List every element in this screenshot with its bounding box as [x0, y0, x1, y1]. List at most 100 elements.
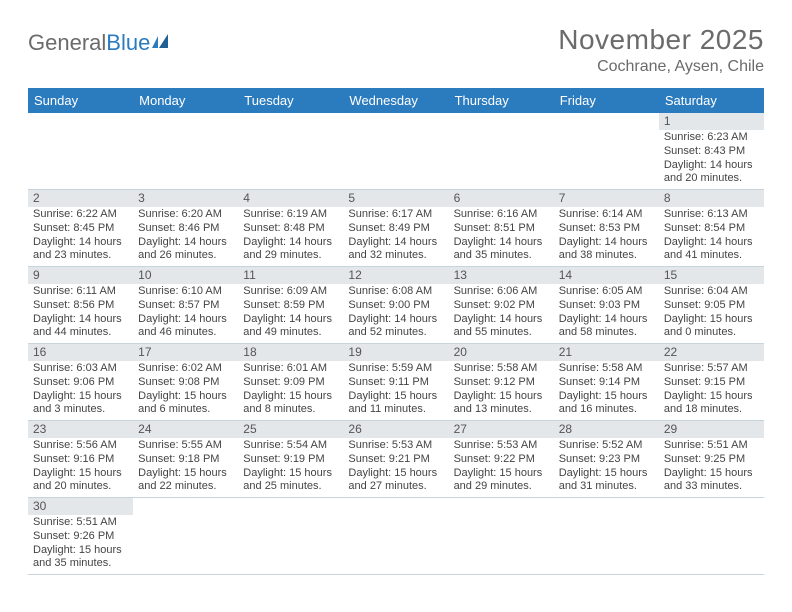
detail-line: Sunrise: 6:01 AM: [243, 362, 338, 376]
detail-line: Sunrise: 6:13 AM: [664, 208, 759, 222]
col-tue: Tuesday: [238, 88, 343, 113]
day-details: Sunrise: 5:51 AMSunset: 9:25 PMDaylight:…: [659, 438, 764, 497]
detail-line: Sunset: 9:05 PM: [664, 299, 759, 313]
day-details: Sunrise: 6:09 AMSunset: 8:59 PMDaylight:…: [238, 284, 343, 343]
col-mon: Monday: [133, 88, 238, 113]
title-block: November 2025 Cochrane, Aysen, Chile: [558, 24, 764, 76]
detail-line: Daylight: 14 hours: [33, 236, 128, 250]
detail-line: Sunrise: 5:57 AM: [664, 362, 759, 376]
day-number: 25: [238, 421, 343, 438]
detail-line: Sunrise: 5:59 AM: [348, 362, 443, 376]
day-number: 17: [133, 344, 238, 361]
detail-line: and 18 minutes.: [664, 403, 759, 417]
day-details: Sunrise: 5:51 AMSunset: 9:26 PMDaylight:…: [28, 515, 133, 574]
detail-line: Sunrise: 6:11 AM: [33, 285, 128, 299]
detail-line: Sunrise: 5:51 AM: [33, 516, 128, 530]
detail-line: and 55 minutes.: [454, 326, 549, 340]
day-details: Sunrise: 6:03 AMSunset: 9:06 PMDaylight:…: [28, 361, 133, 420]
detail-line: Sunset: 9:06 PM: [33, 376, 128, 390]
detail-line: Sunset: 9:23 PM: [559, 453, 654, 467]
detail-line: and 20 minutes.: [664, 172, 759, 186]
week-row: 1Sunrise: 6:23 AMSunset: 8:43 PMDaylight…: [28, 113, 764, 190]
detail-line: and 31 minutes.: [559, 480, 654, 494]
day-cell: [133, 498, 238, 575]
day-cell: [659, 498, 764, 575]
detail-line: Sunset: 9:25 PM: [664, 453, 759, 467]
day-cell: 1Sunrise: 6:23 AMSunset: 8:43 PMDaylight…: [659, 113, 764, 190]
day-cell: [343, 113, 448, 190]
day-cell: 11Sunrise: 6:09 AMSunset: 8:59 PMDayligh…: [238, 267, 343, 344]
day-details: Sunrise: 5:58 AMSunset: 9:14 PMDaylight:…: [554, 361, 659, 420]
detail-line: Daylight: 14 hours: [348, 313, 443, 327]
detail-line: Sunset: 9:08 PM: [138, 376, 233, 390]
detail-line: Sunrise: 5:53 AM: [348, 439, 443, 453]
day-cell: 19Sunrise: 5:59 AMSunset: 9:11 PMDayligh…: [343, 344, 448, 421]
detail-line: Sunset: 8:48 PM: [243, 222, 338, 236]
week-row: 30Sunrise: 5:51 AMSunset: 9:26 PMDayligh…: [28, 498, 764, 575]
day-cell: 8Sunrise: 6:13 AMSunset: 8:54 PMDaylight…: [659, 190, 764, 267]
detail-line: Daylight: 14 hours: [138, 236, 233, 250]
detail-line: Daylight: 14 hours: [348, 236, 443, 250]
detail-line: and 0 minutes.: [664, 326, 759, 340]
logo-text-2: Blue: [106, 30, 150, 56]
detail-line: Sunrise: 6:22 AM: [33, 208, 128, 222]
detail-line: and 11 minutes.: [348, 403, 443, 417]
day-details: Sunrise: 6:16 AMSunset: 8:51 PMDaylight:…: [449, 207, 554, 266]
detail-line: Sunset: 9:00 PM: [348, 299, 443, 313]
day-number: 22: [659, 344, 764, 361]
day-details: Sunrise: 5:54 AMSunset: 9:19 PMDaylight:…: [238, 438, 343, 497]
detail-line: and 16 minutes.: [559, 403, 654, 417]
detail-line: Sunset: 9:19 PM: [243, 453, 338, 467]
day-number: 9: [28, 267, 133, 284]
detail-line: Sunrise: 6:08 AM: [348, 285, 443, 299]
day-number: 3: [133, 190, 238, 207]
detail-line: Sunrise: 6:16 AM: [454, 208, 549, 222]
detail-line: and 49 minutes.: [243, 326, 338, 340]
day-details: Sunrise: 5:55 AMSunset: 9:18 PMDaylight:…: [133, 438, 238, 497]
header: GeneralBlue November 2025 Cochrane, Ayse…: [28, 24, 764, 76]
day-number: 2: [28, 190, 133, 207]
detail-line: Sunrise: 5:55 AM: [138, 439, 233, 453]
day-number: 29: [659, 421, 764, 438]
day-cell: 21Sunrise: 5:58 AMSunset: 9:14 PMDayligh…: [554, 344, 659, 421]
detail-line: Sunset: 8:43 PM: [664, 145, 759, 159]
day-cell: [28, 113, 133, 190]
day-details: Sunrise: 6:22 AMSunset: 8:45 PMDaylight:…: [28, 207, 133, 266]
detail-line: Sunrise: 6:17 AM: [348, 208, 443, 222]
detail-line: Sunset: 9:12 PM: [454, 376, 549, 390]
detail-line: and 22 minutes.: [138, 480, 233, 494]
detail-line: Sunset: 8:59 PM: [243, 299, 338, 313]
detail-line: and 35 minutes.: [454, 249, 549, 263]
day-details: Sunrise: 6:01 AMSunset: 9:09 PMDaylight:…: [238, 361, 343, 420]
col-sun: Sunday: [28, 88, 133, 113]
day-details: Sunrise: 6:02 AMSunset: 9:08 PMDaylight:…: [133, 361, 238, 420]
day-cell: 30Sunrise: 5:51 AMSunset: 9:26 PMDayligh…: [28, 498, 133, 575]
detail-line: Sunset: 9:18 PM: [138, 453, 233, 467]
logo: GeneralBlue: [28, 24, 174, 56]
day-cell: [238, 498, 343, 575]
day-number: 12: [343, 267, 448, 284]
day-cell: 20Sunrise: 5:58 AMSunset: 9:12 PMDayligh…: [449, 344, 554, 421]
detail-line: Sunrise: 5:52 AM: [559, 439, 654, 453]
detail-line: Daylight: 15 hours: [559, 467, 654, 481]
detail-line: Sunrise: 5:58 AM: [454, 362, 549, 376]
detail-line: and 46 minutes.: [138, 326, 233, 340]
detail-line: Sunrise: 5:58 AM: [559, 362, 654, 376]
detail-line: Sunrise: 6:09 AM: [243, 285, 338, 299]
day-number: 13: [449, 267, 554, 284]
detail-line: Sunset: 9:21 PM: [348, 453, 443, 467]
day-cell: 4Sunrise: 6:19 AMSunset: 8:48 PMDaylight…: [238, 190, 343, 267]
week-row: 23Sunrise: 5:56 AMSunset: 9:16 PMDayligh…: [28, 421, 764, 498]
detail-line: and 6 minutes.: [138, 403, 233, 417]
day-cell: 15Sunrise: 6:04 AMSunset: 9:05 PMDayligh…: [659, 267, 764, 344]
day-cell: 18Sunrise: 6:01 AMSunset: 9:09 PMDayligh…: [238, 344, 343, 421]
detail-line: Sunset: 8:53 PM: [559, 222, 654, 236]
day-cell: 9Sunrise: 6:11 AMSunset: 8:56 PMDaylight…: [28, 267, 133, 344]
detail-line: and 23 minutes.: [33, 249, 128, 263]
day-cell: 10Sunrise: 6:10 AMSunset: 8:57 PMDayligh…: [133, 267, 238, 344]
week-row: 16Sunrise: 6:03 AMSunset: 9:06 PMDayligh…: [28, 344, 764, 421]
day-details: Sunrise: 5:56 AMSunset: 9:16 PMDaylight:…: [28, 438, 133, 497]
day-details: Sunrise: 5:59 AMSunset: 9:11 PMDaylight:…: [343, 361, 448, 420]
detail-line: Daylight: 15 hours: [348, 467, 443, 481]
detail-line: Sunrise: 5:53 AM: [454, 439, 549, 453]
